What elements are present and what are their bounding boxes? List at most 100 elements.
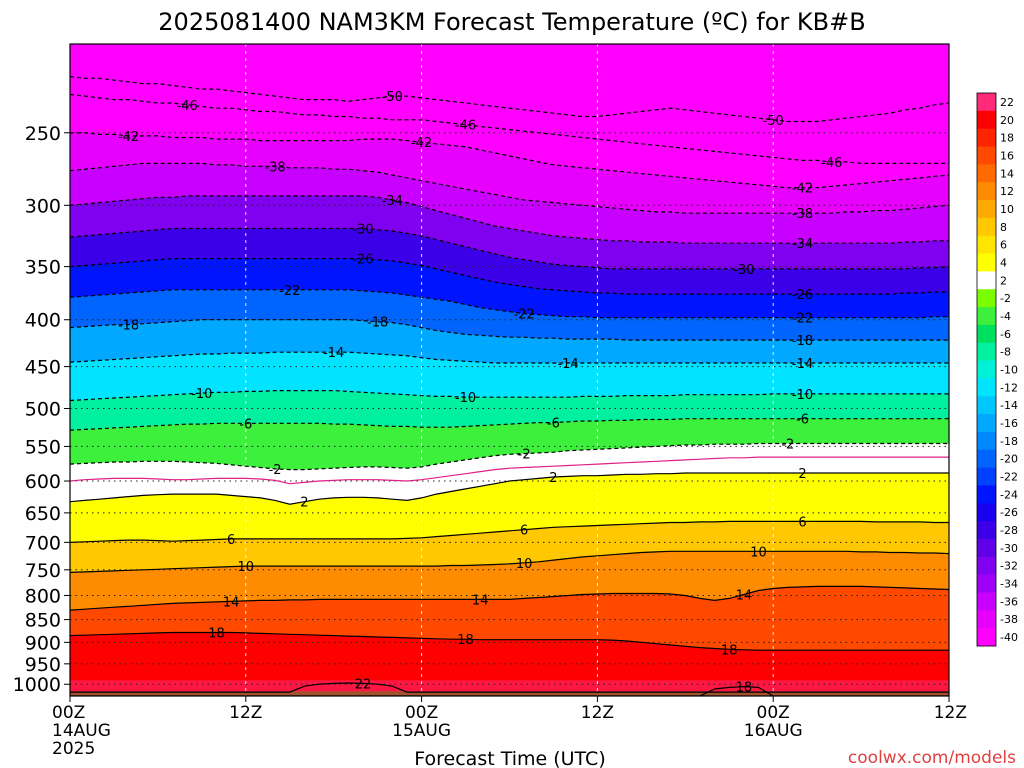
- isotherm-label: -46: [821, 156, 842, 171]
- isotherm-line: [70, 75, 949, 123]
- isotherm-label: -10: [792, 388, 813, 403]
- colorbar-swatch: [977, 146, 996, 165]
- colorbar-label: -38: [1000, 613, 1018, 626]
- colorbar-label: -40: [1000, 631, 1018, 644]
- colorbar-label: 22: [1000, 96, 1014, 109]
- colorbar-label: -4: [1000, 310, 1011, 323]
- freezing-line: [70, 456, 949, 485]
- isotherm-label: -6: [547, 417, 560, 432]
- isotherm-label: -22: [792, 312, 813, 327]
- isotherm-label: -38: [264, 160, 285, 175]
- y-tick-label: 250: [25, 123, 61, 145]
- isotherm-line: [70, 289, 949, 319]
- y-tick-label: 300: [25, 195, 61, 217]
- y-tick-label: 800: [25, 585, 61, 607]
- isotherm-label: 14: [736, 588, 753, 603]
- x-tick-label: 12Z: [229, 703, 262, 723]
- isotherm-label: 6: [520, 524, 528, 539]
- colorbar-swatch: [977, 467, 996, 486]
- isotherm-label: 2: [549, 471, 557, 486]
- colorbar-swatch: [977, 271, 996, 290]
- colorbar-label: -36: [1000, 595, 1018, 608]
- isotherm-label: 6: [798, 515, 806, 530]
- colorbar-label: -24: [1000, 488, 1018, 501]
- isotherm-label: 10: [238, 560, 255, 575]
- colorbar-swatch: [977, 610, 996, 629]
- y-tick-label: 900: [25, 632, 61, 654]
- y-tick-label: 850: [25, 610, 61, 632]
- isotherm-line: [70, 520, 949, 543]
- colorbar-frame: [976, 92, 997, 647]
- x-tick-label: 2025: [52, 739, 95, 759]
- colorbar-swatch: [977, 503, 996, 522]
- colorbar-swatch: [977, 396, 996, 415]
- colorbar-label: 14: [1000, 167, 1014, 180]
- isotherm-label: -18: [367, 316, 388, 331]
- isotherm-label: -34: [792, 237, 813, 252]
- colorbar-label: -2: [1000, 292, 1011, 305]
- colorbar-label: 20: [1000, 114, 1014, 127]
- x-tick-label: 16AUG: [744, 721, 803, 741]
- isotherm-line: [70, 472, 949, 505]
- colorbar-swatch: [977, 556, 996, 576]
- isotherm-line: [70, 162, 949, 214]
- colorbar-swatch: [977, 110, 996, 130]
- y-tick-label: 700: [25, 532, 61, 554]
- isotherm-label: -42: [411, 136, 432, 151]
- y-tick-label: 950: [25, 654, 61, 676]
- colorbar-legend: 22 20 18 16 14 12 10 8 6 4 2 -2 -4 -6 -8 -10 -12 -14 -16 -1…: [976, 92, 1018, 647]
- y-axis-pressure: 2503003504004505005506006507007508008509…: [13, 123, 70, 696]
- colorbar-swatch: [977, 521, 996, 540]
- isotherm-line: [70, 195, 949, 244]
- isotherm-contours: [70, 75, 949, 696]
- colorbar-swatch: [977, 342, 996, 361]
- isotherm-label: 14: [472, 593, 489, 608]
- colorbar-swatch: [977, 449, 996, 469]
- plot-frame: [69, 43, 950, 697]
- y-tick-label: 350: [25, 257, 61, 279]
- colorbar-swatch: [977, 253, 996, 272]
- colorbar-label: -14: [1000, 399, 1018, 412]
- isotherm-line: [70, 258, 949, 295]
- colorbar-swatch: [977, 574, 996, 593]
- credit-label[interactable]: coolwx.com/models: [848, 748, 1016, 768]
- isotherm-line: [70, 585, 949, 611]
- isotherm-label: -14: [323, 346, 344, 361]
- isotherm-label: -2: [269, 463, 282, 478]
- colorbar-swatch: [977, 128, 996, 147]
- colorbar-label: -18: [1000, 435, 1018, 448]
- colorbar-label: -26: [1000, 506, 1018, 519]
- colorbar-label: -6: [1000, 328, 1011, 341]
- colorbar-swatch: [977, 200, 996, 219]
- isotherm-label: -46: [177, 99, 198, 114]
- isotherm-label: -6: [796, 413, 809, 428]
- colorbar-label: 4: [1000, 256, 1007, 269]
- y-tick-label: 400: [25, 310, 61, 332]
- isotherm-label: 18: [457, 633, 474, 648]
- isotherm-label: 22: [355, 677, 372, 692]
- isotherm-label: -6: [239, 417, 252, 432]
- isotherm-label: -2: [781, 438, 794, 453]
- colorbar-swatch: [977, 360, 996, 379]
- isotherm-label: -22: [514, 308, 535, 323]
- isotherm-label: -14: [557, 357, 578, 372]
- isotherm-label: -2: [518, 448, 531, 463]
- y-tick-label: 550: [25, 436, 61, 458]
- colorbar-label: 12: [1000, 185, 1014, 198]
- colorbar-label: -32: [1000, 560, 1018, 573]
- x-axis-label: Forecast Time (UTC): [414, 748, 605, 768]
- isotherm-label: -42: [792, 182, 813, 197]
- isotherm-label: -10: [191, 387, 212, 402]
- isotherm-label: -30: [733, 263, 754, 278]
- colorbar-swatch: [977, 235, 996, 254]
- colorbar-swatch: [977, 324, 996, 344]
- colorbar-swatch: [977, 592, 996, 611]
- colorbar-label: 18: [1000, 132, 1014, 145]
- isotherm-label: -46: [455, 119, 476, 134]
- colorbar-label: 8: [1000, 221, 1007, 234]
- isotherm-label: -14: [792, 357, 813, 372]
- colorbar-swatch: [977, 93, 996, 112]
- colorbar-label: -30: [1000, 542, 1018, 555]
